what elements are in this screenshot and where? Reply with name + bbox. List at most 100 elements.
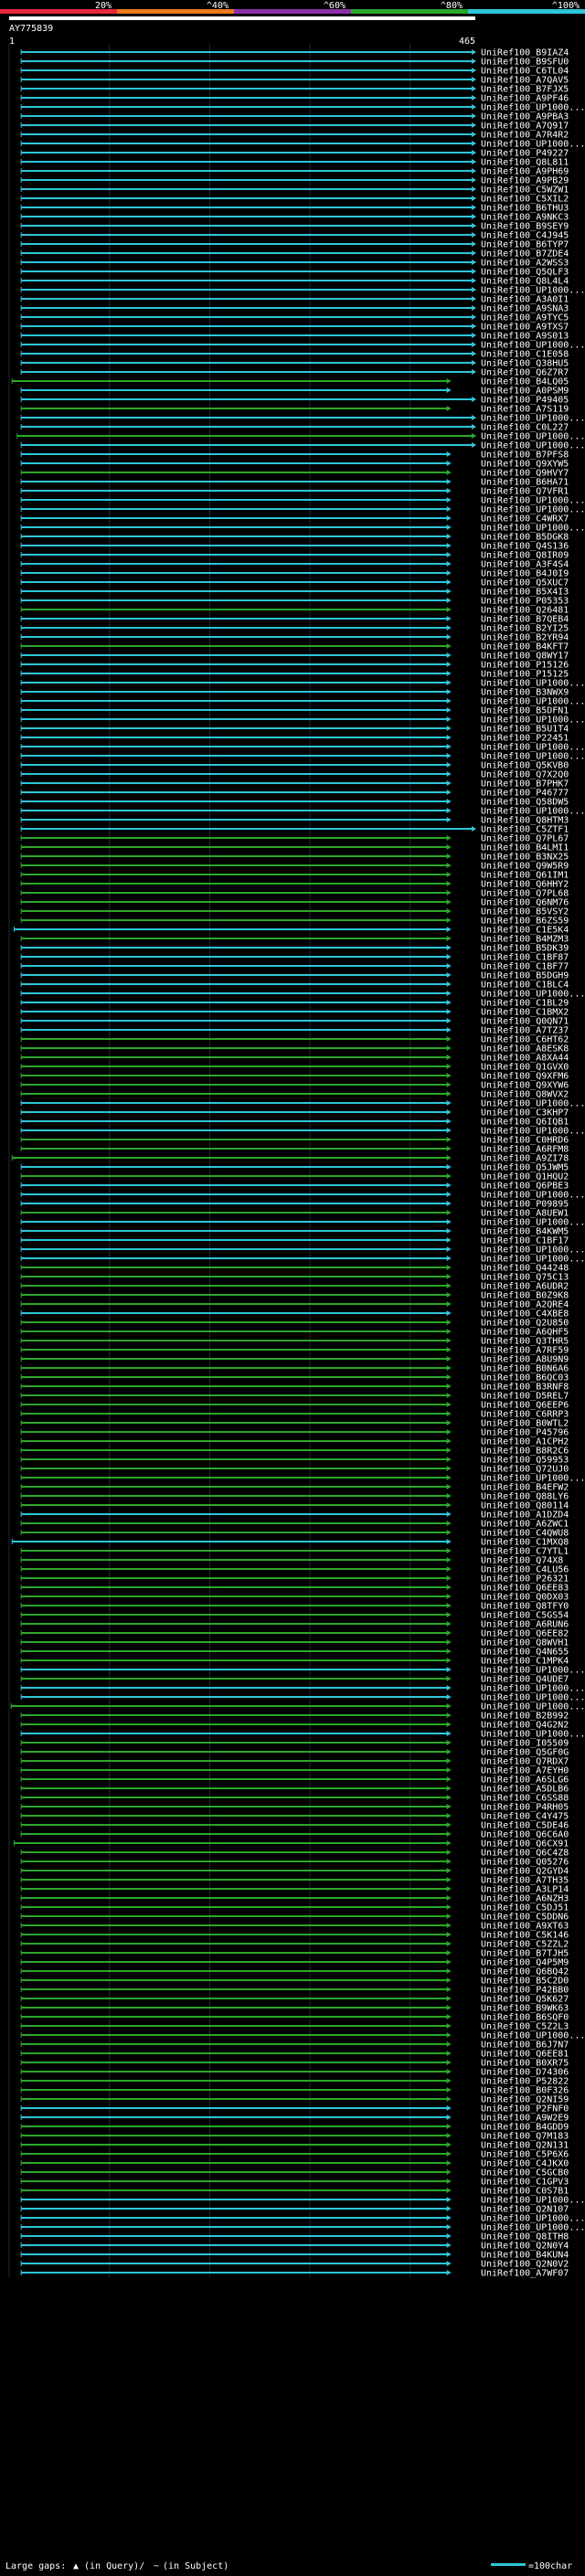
hit-row[interactable]: UniRef100_Q6EE83 <box>20 1584 569 1594</box>
hit-row[interactable]: UniRef100_UP1000... <box>20 697 585 707</box>
hit-row[interactable]: UniRef100_UP1000... <box>20 990 585 1000</box>
hit-accession-link[interactable]: UniRef100_Q9XYW6 <box>481 1081 569 1091</box>
hit-row[interactable]: UniRef100_UP1000... <box>20 1127 585 1137</box>
hit-row[interactable]: UniRef100_P45796 <box>20 1428 569 1438</box>
hit-row[interactable]: UniRef100_Q7X2Q0 <box>20 770 569 780</box>
hit-row[interactable]: UniRef100_Q4G2N2 <box>20 1721 569 1731</box>
hit-row[interactable]: UniRef100_P46777 <box>20 789 569 799</box>
hit-accession-link[interactable]: UniRef100_UP1000... <box>481 1666 585 1676</box>
hit-accession-link[interactable]: UniRef100_Q8ITH8 <box>481 2232 569 2242</box>
hit-accession-link[interactable]: UniRef100_C1BLC4 <box>481 981 569 991</box>
hit-row[interactable]: UniRef100_I05509 <box>20 1739 569 1749</box>
hit-row[interactable]: UniRef100_A6ZWC1 <box>20 1520 569 1530</box>
hit-accession-link[interactable]: UniRef100_A6UDR2 <box>481 1282 569 1292</box>
hit-accession-link[interactable]: UniRef100_B9SEY9 <box>481 222 569 232</box>
hit-row[interactable]: UniRef100_C0S7B1 <box>20 2187 569 2197</box>
hit-row[interactable]: UniRef100_Q5JWM5 <box>20 1163 569 1173</box>
hit-accession-link[interactable]: UniRef100_B6TYP7 <box>481 240 569 250</box>
hit-accession-link[interactable]: UniRef100_UP1000... <box>481 2031 585 2041</box>
hit-row[interactable]: UniRef100_A9PBA3 <box>20 112 569 122</box>
hit-row[interactable]: UniRef100_Q4N655 <box>20 1648 569 1658</box>
hit-row[interactable]: UniRef100_B0N6A6 <box>20 1364 569 1374</box>
hit-row[interactable]: UniRef100_Q2N0Y4 <box>20 2242 569 2252</box>
hit-accession-link[interactable]: UniRef100_B0N6A6 <box>481 1364 569 1374</box>
hit-accession-link[interactable]: UniRef100_A8XA44 <box>481 1054 569 1064</box>
hit-row[interactable]: UniRef100_B5DFN1 <box>20 706 569 716</box>
hit-row[interactable]: UniRef100_B6SQF0 <box>20 2013 569 2023</box>
hit-row[interactable]: UniRef100_B9IAZ4 <box>20 48 569 58</box>
hit-accession-link[interactable]: UniRef100_UP1000... <box>481 1474 585 1484</box>
hit-row[interactable]: UniRef100_P4RH05 <box>20 1803 569 1813</box>
hit-accession-link[interactable]: UniRef100_P46777 <box>481 789 569 799</box>
hit-row[interactable]: UniRef100_A3LP14 <box>20 1885 569 1895</box>
hit-accession-link[interactable]: UniRef100_UP1000... <box>481 1127 585 1137</box>
hit-accession-link[interactable]: UniRef100_Q0QN71 <box>481 1017 569 1027</box>
hit-accession-link[interactable]: UniRef100_B9SFU0 <box>481 58 569 68</box>
hit-row[interactable]: UniRef100_C1BMX2 <box>20 1008 569 1018</box>
hit-accession-link[interactable]: UniRef100_Q7M183 <box>481 2132 569 2142</box>
hit-row[interactable]: UniRef100_Q5GF0G <box>20 1748 569 1758</box>
hit-row[interactable]: UniRef100_UP1000... <box>20 103 585 113</box>
hit-accession-link[interactable]: UniRef100_B4KUN4 <box>481 2251 569 2261</box>
hit-row[interactable]: UniRef100_A5DLB6 <box>20 1785 569 1795</box>
hit-accession-link[interactable]: UniRef100_A7TH35 <box>481 1876 569 1886</box>
hit-row[interactable]: UniRef100_C7YTL1 <box>20 1547 569 1557</box>
hit-accession-link[interactable]: UniRef100_C0L227 <box>481 423 569 433</box>
hit-row[interactable]: UniRef100_B9SFU0 <box>20 58 569 68</box>
hit-accession-link[interactable]: UniRef100_Q6Z7R7 <box>481 368 569 378</box>
hit-accession-link[interactable]: UniRef100_C5ZZL2 <box>481 1940 569 1950</box>
hit-row[interactable]: UniRef100_Q8IR09 <box>20 551 569 561</box>
hit-accession-link[interactable]: UniRef100_Q7X2Q0 <box>481 770 569 780</box>
hit-row[interactable]: UniRef100_C1BLC4 <box>20 981 569 991</box>
hit-accession-link[interactable]: UniRef100_Q0DX03 <box>481 1593 569 1603</box>
hit-accession-link[interactable]: UniRef100_C1BF87 <box>481 953 569 963</box>
hit-row[interactable]: UniRef100_B7QEB4 <box>20 615 569 625</box>
hit-accession-link[interactable]: UniRef100_A9PF46 <box>481 94 569 104</box>
hit-row[interactable]: UniRef100_B3NWX9 <box>20 688 569 698</box>
hit-row[interactable]: UniRef100_A7TZ37 <box>20 1026 569 1036</box>
hit-accession-link[interactable]: UniRef100_UP1000... <box>481 2214 585 2224</box>
hit-row[interactable]: UniRef100_Q2N107 <box>20 2205 569 2215</box>
hit-accession-link[interactable]: UniRef100_Q8WY17 <box>481 652 569 662</box>
hit-row[interactable]: UniRef100_C5Z2L3 <box>20 2022 569 2032</box>
hit-row[interactable]: UniRef100_B5U1T4 <box>20 725 569 735</box>
hit-row[interactable]: UniRef100_B0XR75 <box>20 2059 569 2069</box>
hit-accession-link[interactable]: UniRef100_C6TL04 <box>481 67 569 77</box>
hit-row[interactable]: UniRef100_Q7M183 <box>20 2132 569 2142</box>
hit-row[interactable]: UniRef100_Q9XFM6 <box>20 1072 569 1082</box>
hit-row[interactable]: UniRef100_B4GDD9 <box>20 2123 569 2133</box>
hit-row[interactable]: UniRef100_C1GPV3 <box>20 2178 569 2188</box>
hit-row[interactable]: UniRef100_P26321 <box>20 1574 569 1585</box>
hit-row[interactable]: UniRef100_B0Z9K8 <box>20 1291 569 1301</box>
hit-accession-link[interactable]: UniRef100_D74306 <box>481 2068 569 2078</box>
hit-row[interactable]: UniRef100_B8R2C6 <box>20 1447 569 1457</box>
hit-accession-link[interactable]: UniRef100_Q8IR09 <box>481 551 569 561</box>
hit-accession-link[interactable]: UniRef100_UP1000... <box>481 1099 585 1109</box>
hit-row[interactable]: UniRef100_P42BB0 <box>20 1986 569 1996</box>
hit-accession-link[interactable]: UniRef100_Q2N131 <box>481 2141 569 2151</box>
hit-row[interactable]: UniRef100_UP1000... <box>20 1218 585 1228</box>
hit-row[interactable]: UniRef100_UP1000... <box>20 1693 585 1703</box>
hit-accession-link[interactable]: UniRef100_B2B992 <box>481 1712 569 1722</box>
hit-row[interactable]: UniRef100_A9S013 <box>20 332 569 342</box>
hit-accession-link[interactable]: UniRef100_B0F326 <box>481 2086 569 2096</box>
hit-row[interactable]: UniRef100_Q7RDX7 <box>20 1757 569 1767</box>
hit-accession-link[interactable]: UniRef100_B5C2D0 <box>481 1977 569 1987</box>
hit-row[interactable]: UniRef100_B2B992 <box>20 1712 569 1722</box>
hit-row[interactable]: UniRef100_UP1000... <box>20 524 585 534</box>
hit-row[interactable]: UniRef100_Q7VFR1 <box>20 487 569 497</box>
hit-accession-link[interactable]: UniRef100_B0WTL2 <box>481 1419 569 1429</box>
hit-row[interactable]: UniRef100_C4QWU8 <box>20 1529 569 1539</box>
hit-row[interactable]: UniRef100_A9PB29 <box>20 176 569 186</box>
hit-row[interactable]: UniRef100_Q8WVH1 <box>20 1638 569 1648</box>
hit-accession-link[interactable]: UniRef100_P22451 <box>481 734 569 744</box>
hit-accession-link[interactable]: UniRef100_C5P6X6 <box>481 2150 569 2160</box>
hit-row[interactable]: UniRef100_A1CPH2 <box>20 1437 569 1447</box>
hit-accession-link[interactable]: UniRef100_UP1000... <box>481 743 585 753</box>
hit-row[interactable]: UniRef100_Q4UDE7 <box>20 1675 569 1685</box>
hit-accession-link[interactable]: UniRef100_Q05276 <box>481 1858 569 1868</box>
hit-accession-link[interactable]: UniRef100_A7S119 <box>481 405 569 415</box>
hit-row[interactable]: UniRef100_C5DE46 <box>20 1821 569 1831</box>
hit-accession-link[interactable]: UniRef100_B7FJX5 <box>481 85 569 95</box>
hit-accession-link[interactable]: UniRef100_C1MXQ8 <box>481 1538 569 1548</box>
